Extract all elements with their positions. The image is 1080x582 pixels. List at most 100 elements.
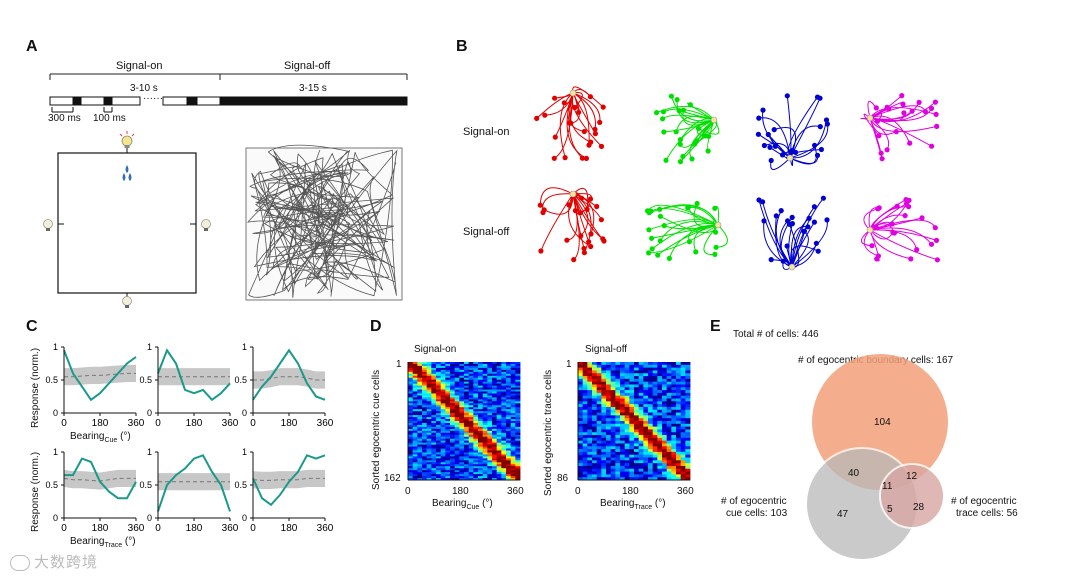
heatmap-cell	[487, 434, 493, 438]
trajectory-line	[860, 229, 873, 247]
heatmap-cell	[510, 409, 516, 412]
heatmap-cell	[578, 471, 584, 475]
heatmap-cell	[578, 440, 584, 444]
heatmap-cell	[459, 381, 465, 385]
heatmap-cell	[662, 390, 668, 394]
heatmap-cell	[445, 478, 451, 481]
heatmap-cell	[445, 474, 451, 477]
heatmap-cell	[615, 398, 621, 402]
heatmap-cell	[662, 471, 668, 475]
heatmap-cell	[492, 456, 498, 459]
heatmap-cell	[482, 405, 488, 408]
heatmap-cell	[601, 449, 607, 453]
heatmap-cell	[662, 415, 668, 419]
heatmap-cell	[643, 398, 649, 402]
heatmap-cell	[662, 392, 668, 397]
heatmap-cell	[615, 460, 621, 464]
heatmap-cell	[473, 432, 479, 436]
heatmap-cell	[492, 393, 498, 396]
heatmap-cell	[473, 407, 479, 410]
heatmap-cell	[680, 381, 686, 385]
heatmap-cell	[685, 376, 691, 380]
heatmap-cell	[487, 440, 493, 444]
heatmap-cell	[478, 369, 484, 373]
heatmap-cell	[510, 393, 516, 396]
heatmap-cell	[412, 422, 418, 426]
heatmap-cell	[685, 437, 691, 442]
d-xlabel-on-main: Bearing	[432, 498, 467, 509]
heatmap-cell	[643, 376, 649, 380]
heatmap-cell	[492, 397, 498, 400]
heatmap-cell	[515, 369, 521, 373]
heatmap-cell	[578, 465, 584, 470]
heatmap-cell	[422, 458, 428, 461]
heatmap-cell	[408, 426, 414, 430]
heatmap-cell	[482, 371, 488, 375]
row-label-signal-on: Signal-on	[463, 126, 510, 138]
heatmap-cell	[450, 385, 456, 388]
heatmap-cell	[464, 417, 470, 420]
heatmap-cell	[506, 450, 512, 453]
heatmap-cell	[478, 403, 484, 406]
heatmap-cell	[601, 387, 607, 391]
heatmap-cell	[643, 395, 649, 399]
heatmap-cell	[487, 464, 493, 467]
heatmap-cell	[473, 369, 479, 373]
heatmap-cell	[454, 464, 460, 467]
heatmap-cell	[648, 437, 654, 442]
heatmap-cell	[671, 437, 677, 442]
heatmap-cell	[620, 392, 626, 397]
heatmap-cell	[515, 415, 521, 418]
heatmap-cell	[510, 462, 516, 465]
heatmap-cell	[680, 406, 686, 411]
heatmap-cell	[648, 406, 654, 411]
heatmap-cell	[440, 428, 446, 432]
heatmap-cell	[478, 363, 484, 367]
trajectory-endpoint	[571, 257, 577, 263]
heatmap-cell	[671, 451, 677, 456]
trajectory-endpoint	[712, 251, 718, 257]
heatmap-cell	[515, 476, 521, 479]
heatmap-cell	[671, 364, 677, 369]
heatmap-cell	[445, 448, 451, 451]
heatmap-cell	[464, 478, 470, 481]
heatmap-cell	[422, 401, 428, 404]
trajectory-endpoint	[761, 218, 767, 224]
heatmap-cell	[492, 407, 498, 410]
heatmap-cell	[440, 440, 446, 444]
heatmap-cell	[515, 472, 521, 475]
heatmap-cell	[412, 462, 418, 465]
heatmap-cell	[638, 460, 644, 464]
heatmap-cell	[620, 460, 626, 464]
heatmap-cell	[582, 398, 588, 402]
heatmap-cell	[496, 466, 502, 469]
heatmap-cell	[648, 460, 654, 464]
heatmap-cell	[666, 457, 672, 461]
heatmap-cell	[510, 476, 516, 479]
heatmap-cell	[501, 381, 507, 385]
heatmap-cell	[473, 468, 479, 471]
heatmap-cell	[662, 384, 668, 388]
heatmap-cell	[671, 474, 677, 478]
heatmap-cell	[615, 426, 621, 430]
heatmap-cell	[426, 363, 432, 367]
heatmap-cell	[610, 443, 616, 447]
heatmap-cell	[624, 370, 630, 374]
heatmap-cell	[431, 456, 437, 459]
heatmap-cell	[473, 367, 479, 371]
heatmap-cell	[680, 376, 686, 380]
heatmap-cell	[445, 393, 451, 396]
heatmap-cell	[496, 444, 502, 447]
heatmap-cell	[496, 458, 502, 461]
heatmap-cell	[506, 468, 512, 471]
heatmap-cell	[643, 435, 649, 439]
heatmap-cell	[515, 438, 521, 442]
heatmap-cell	[473, 452, 479, 455]
heatmap-cell	[624, 460, 630, 464]
heatmap-cell	[492, 373, 498, 377]
heatmap-cell	[450, 363, 456, 367]
heatmap-cell	[634, 451, 640, 456]
heatmap-cell	[478, 405, 484, 408]
heatmap-cell	[459, 430, 465, 434]
heatmap-cell	[464, 454, 470, 457]
